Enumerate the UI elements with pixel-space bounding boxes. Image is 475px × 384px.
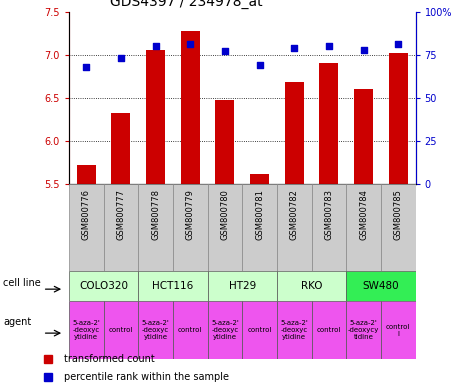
Text: GSM800784: GSM800784 <box>359 189 368 240</box>
Bar <box>354 89 373 184</box>
Point <box>256 62 264 68</box>
Text: GSM800782: GSM800782 <box>290 189 299 240</box>
Bar <box>242 184 277 271</box>
Bar <box>242 301 277 359</box>
Text: GSM800783: GSM800783 <box>324 189 333 240</box>
Point <box>394 41 402 47</box>
Bar <box>138 184 173 271</box>
Bar <box>277 184 312 271</box>
Text: transformed count: transformed count <box>64 354 155 364</box>
Text: cell line: cell line <box>3 278 41 288</box>
Text: 5-aza-2'
-deoxyc
ytidine: 5-aza-2' -deoxyc ytidine <box>211 320 239 340</box>
Bar <box>312 301 346 359</box>
Bar <box>173 184 208 271</box>
Point <box>152 43 160 49</box>
Point <box>221 48 229 55</box>
Point <box>291 45 298 51</box>
Bar <box>208 271 277 301</box>
Bar <box>285 83 304 184</box>
Text: GSM800777: GSM800777 <box>116 189 125 240</box>
Bar <box>69 271 138 301</box>
Text: GSM800785: GSM800785 <box>394 189 403 240</box>
Text: GSM800778: GSM800778 <box>151 189 160 240</box>
Text: 5-aza-2'
-deoxyc
ytidine: 5-aza-2' -deoxyc ytidine <box>142 320 170 340</box>
Text: COLO320: COLO320 <box>79 281 128 291</box>
Bar <box>104 184 138 271</box>
Bar <box>180 30 200 184</box>
Text: percentile rank within the sample: percentile rank within the sample <box>64 372 229 382</box>
Bar <box>208 301 242 359</box>
Bar <box>346 184 381 271</box>
Bar <box>381 301 416 359</box>
Bar <box>277 271 346 301</box>
Text: control: control <box>109 327 133 333</box>
Text: GSM800776: GSM800776 <box>82 189 91 240</box>
Point <box>325 43 332 49</box>
Point <box>360 46 368 53</box>
Text: agent: agent <box>3 316 32 327</box>
Text: control: control <box>317 327 341 333</box>
Bar <box>312 184 346 271</box>
Text: GSM800780: GSM800780 <box>220 189 229 240</box>
Text: RKO: RKO <box>301 281 323 291</box>
Bar <box>111 114 131 184</box>
Bar <box>346 301 381 359</box>
Bar <box>138 301 173 359</box>
Point <box>186 41 194 47</box>
Bar <box>69 301 104 359</box>
Bar <box>76 166 96 184</box>
Text: control
l: control l <box>386 324 410 337</box>
Bar <box>215 99 235 184</box>
Text: 5-aza-2'
-deoxyc
ytidine: 5-aza-2' -deoxyc ytidine <box>280 320 308 340</box>
Bar <box>250 174 269 184</box>
Text: SW480: SW480 <box>362 281 399 291</box>
Text: GSM800781: GSM800781 <box>255 189 264 240</box>
Text: 5-aza-2'
-deoxyc
ytidine: 5-aza-2' -deoxyc ytidine <box>72 320 100 340</box>
Text: HCT116: HCT116 <box>152 281 193 291</box>
Bar <box>277 301 312 359</box>
Bar <box>208 184 242 271</box>
Bar <box>381 184 416 271</box>
Bar <box>69 184 104 271</box>
Bar <box>346 271 416 301</box>
Bar <box>319 63 339 184</box>
Bar <box>389 53 408 184</box>
Text: control: control <box>247 327 272 333</box>
Bar <box>146 50 165 184</box>
Text: 5-aza-2'
-deoxycy
tidine: 5-aza-2' -deoxycy tidine <box>348 320 380 340</box>
Text: HT29: HT29 <box>228 281 256 291</box>
Text: GDS4397 / 234978_at: GDS4397 / 234978_at <box>111 0 263 9</box>
Point <box>83 64 90 70</box>
Bar <box>138 271 208 301</box>
Bar <box>104 301 138 359</box>
Text: control: control <box>178 327 202 333</box>
Text: GSM800779: GSM800779 <box>186 189 195 240</box>
Bar <box>173 301 208 359</box>
Point <box>117 55 124 61</box>
